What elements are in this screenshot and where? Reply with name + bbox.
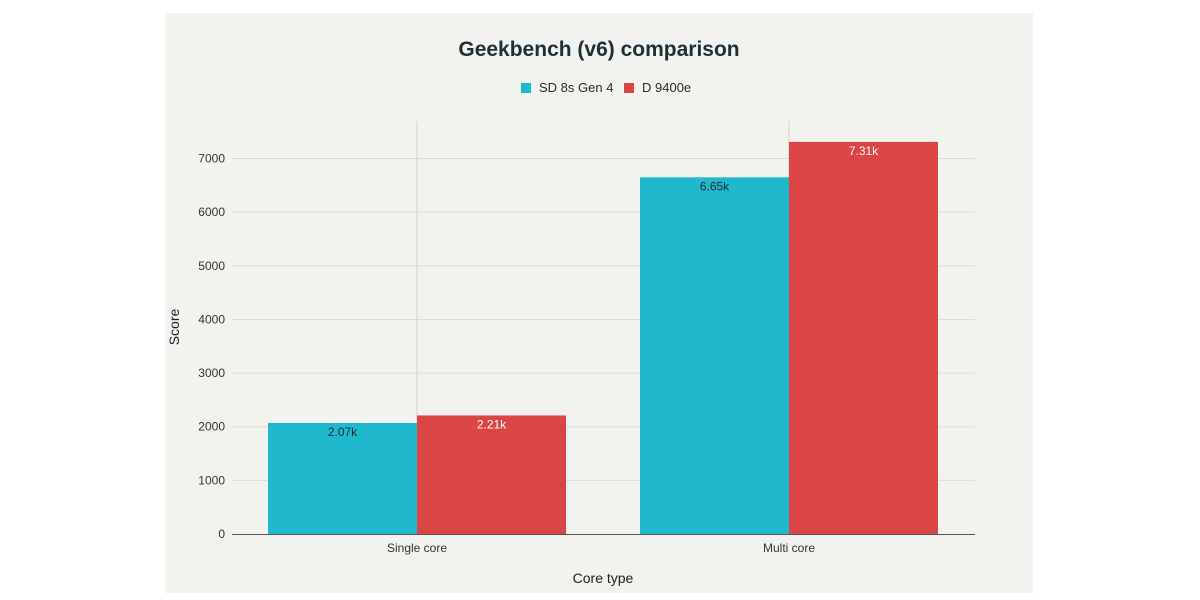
y-tick-label-2000: 2000 — [198, 420, 225, 434]
data-label-series-1-cat-0: 2.21k — [477, 417, 507, 431]
data-label-series-0-cat-1: 6.65k — [700, 179, 730, 193]
legend: SD 8s Gen 4 D 9400e — [521, 80, 691, 95]
bars — [268, 141, 938, 534]
legend-label-series-0: SD 8s Gen 4 — [539, 80, 613, 95]
y-tick-label-4000: 4000 — [198, 312, 225, 326]
y-tick-label-5000: 5000 — [198, 259, 225, 273]
y-tick-label-7000: 7000 — [198, 152, 225, 166]
bar-series-0-cat-1 — [640, 177, 789, 534]
y-axis-label: Score — [166, 309, 182, 346]
legend-swatch-series-0 — [521, 83, 531, 93]
legend-label-series-1: D 9400e — [642, 80, 691, 95]
bar-series-0-cat-0 — [268, 422, 417, 534]
y-axis-ticks: 0 1000 2000 3000 4000 5000 6000 7000 — [198, 152, 225, 541]
y-tick-label-3000: 3000 — [198, 366, 225, 380]
x-axis-ticks: Single core Multi core — [387, 541, 815, 555]
data-label-series-0-cat-0: 2.07k — [328, 425, 358, 439]
x-tick-label-1: Multi core — [763, 541, 815, 555]
bar-series-1-cat-1 — [789, 141, 938, 534]
bar-series-1-cat-0 — [417, 415, 566, 534]
chart-title: Geekbench (v6) comparison — [458, 38, 739, 61]
data-labels: 2.07k 2.21k 6.65k 7.31k — [328, 144, 879, 439]
x-tick-label-0: Single core — [387, 541, 447, 555]
y-tick-label-1000: 1000 — [198, 473, 225, 487]
data-label-series-1-cat-1: 7.31k — [849, 144, 879, 158]
y-tick-label-6000: 6000 — [198, 205, 225, 219]
y-tick-label-0: 0 — [218, 527, 225, 541]
legend-swatch-series-1 — [624, 83, 634, 93]
x-axis-label: Core type — [573, 570, 634, 586]
